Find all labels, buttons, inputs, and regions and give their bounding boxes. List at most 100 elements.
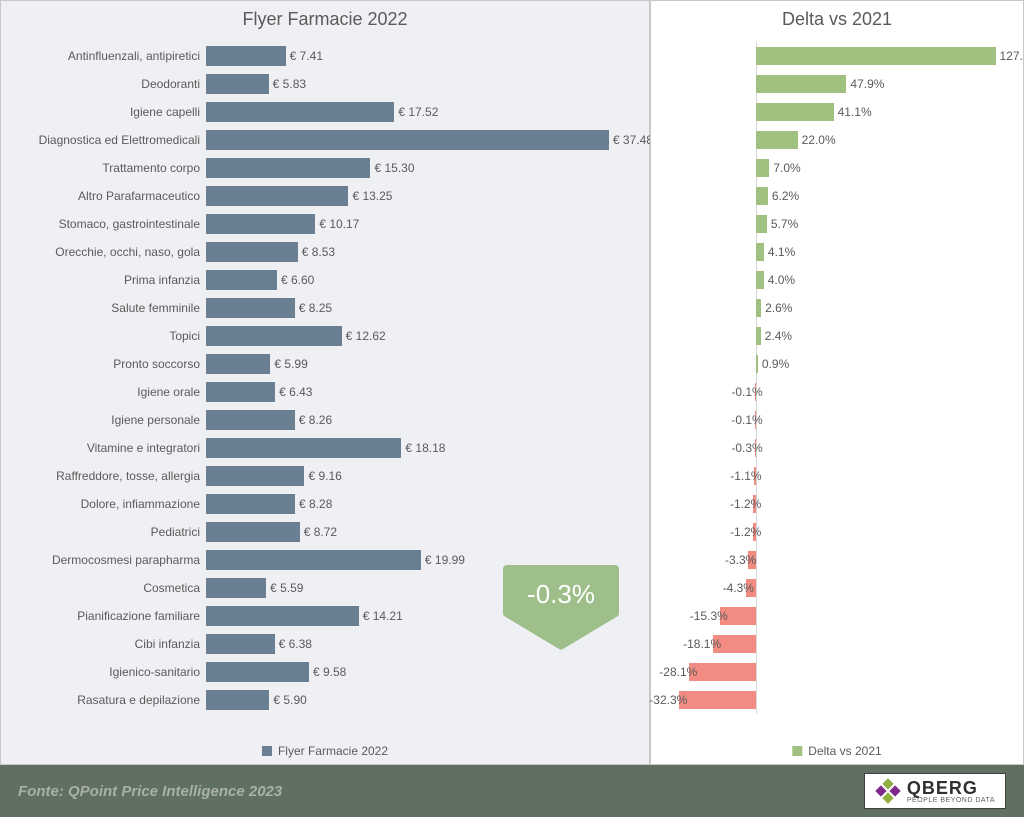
category-label: Igiene capelli: [11, 105, 206, 119]
left-legend-swatch: [262, 746, 272, 756]
category-label: Deodoranti: [11, 77, 206, 91]
bar-area: € 6.43: [206, 378, 639, 406]
delta-label: -3.3%: [725, 553, 756, 567]
left-chart-title: Flyer Farmacie 2022: [11, 9, 639, 30]
table-row: -0.3%: [661, 434, 1013, 462]
delta-bar-area: 41.1%: [661, 98, 1013, 126]
delta-bar: [756, 327, 761, 345]
table-row: Igienico-sanitario€ 9.58: [11, 658, 639, 686]
value-bar: [206, 634, 275, 654]
bar-area: € 5.90: [206, 686, 639, 714]
table-row: Salute femminile€ 8.25: [11, 294, 639, 322]
delta-label: 47.9%: [850, 77, 884, 91]
table-row: -0.1%: [661, 378, 1013, 406]
right-legend-swatch: [792, 746, 802, 756]
delta-bar-area: -0.1%: [661, 406, 1013, 434]
table-row: Deodoranti€ 5.83: [11, 70, 639, 98]
delta-bar-area: 127.1%: [661, 42, 1013, 70]
delta-bar: [756, 299, 761, 317]
delta-bar-area: -1.2%: [661, 490, 1013, 518]
table-row: 0.9%: [661, 350, 1013, 378]
value-label: € 5.90: [273, 693, 306, 707]
value-bar: [206, 270, 277, 290]
value-label: € 19.99: [425, 553, 465, 567]
delta-label: -0.3%: [731, 441, 762, 455]
value-label: € 8.28: [299, 497, 332, 511]
panel-flyer-farmacie: Flyer Farmacie 2022 Antinfluenzali, anti…: [0, 0, 650, 765]
delta-bar: [756, 187, 768, 205]
table-row: -28.1%: [661, 658, 1013, 686]
bar-area: € 5.99: [206, 350, 639, 378]
table-row: Pronto soccorso€ 5.99: [11, 350, 639, 378]
value-bar: [206, 438, 401, 458]
bar-area: € 8.72: [206, 518, 639, 546]
left-legend-label: Flyer Farmacie 2022: [278, 744, 388, 758]
table-row: -1.2%: [661, 518, 1013, 546]
value-label: € 5.59: [270, 581, 303, 595]
value-bar: [206, 74, 269, 94]
bar-area: € 10.17: [206, 210, 639, 238]
delta-bar: [756, 355, 758, 373]
value-bar: [206, 46, 286, 66]
delta-bar: [756, 103, 833, 121]
value-bar: [206, 410, 295, 430]
table-row: Dermocosmesi parapharma € 19.99: [11, 546, 639, 574]
delta-bar-area: -4.3%: [661, 574, 1013, 602]
delta-label: 7.0%: [773, 161, 800, 175]
table-row: 2.6%: [661, 294, 1013, 322]
logo-main: QBERG: [907, 779, 995, 797]
table-row: Rasatura e depilazione € 5.90: [11, 686, 639, 714]
bar-area: € 8.28: [206, 490, 639, 518]
bar-area: € 8.25: [206, 294, 639, 322]
bar-area: € 5.59: [206, 574, 639, 602]
table-row: Igiene personale € 8.26: [11, 406, 639, 434]
value-bar: [206, 130, 609, 150]
bar-area: € 15.30: [206, 154, 639, 182]
table-row: Stomaco, gastrointestinale € 10.17: [11, 210, 639, 238]
value-bar: [206, 214, 315, 234]
value-bar: [206, 158, 370, 178]
bar-area: € 8.53: [206, 238, 639, 266]
table-row: Diagnostica ed Elettromedicali€ 37.48: [11, 126, 639, 154]
category-label: Antinfluenzali, antipiretici: [11, 49, 206, 63]
bar-area: € 37.48: [206, 126, 639, 154]
category-label: Dermocosmesi parapharma: [11, 553, 206, 567]
value-bar: [206, 242, 298, 262]
delta-label: -15.3%: [690, 609, 728, 623]
delta-bar-area: -15.3%: [661, 602, 1013, 630]
right-legend-label: Delta vs 2021: [808, 744, 881, 758]
table-row: Vitamine e integratori€ 18.18: [11, 434, 639, 462]
table-row: Cosmetica€ 5.59: [11, 574, 639, 602]
table-row: Orecchie, occhi, naso, gola€ 8.53: [11, 238, 639, 266]
delta-bar-area: -3.3%: [661, 546, 1013, 574]
value-label: € 14.21: [363, 609, 403, 623]
table-row: Dolore, infiammazione€ 8.28: [11, 490, 639, 518]
delta-label: 2.6%: [765, 301, 792, 315]
qberg-logo: QBERG PEOPLE BEYOND DATA: [864, 773, 1006, 809]
right-chart-rows: 127.1%47.9%41.1%22.0%7.0%6.2%5.7%4.1%4.0…: [661, 42, 1013, 714]
qberg-logo-text: QBERG PEOPLE BEYOND DATA: [907, 779, 995, 804]
delta-label: 4.1%: [768, 245, 795, 259]
table-row: Igiene orale€ 6.43: [11, 378, 639, 406]
category-label: Stomaco, gastrointestinale: [11, 217, 206, 231]
bar-area: € 18.18: [206, 434, 639, 462]
delta-bar: [756, 271, 764, 289]
table-row: Altro Parafarmaceutico€ 13.25: [11, 182, 639, 210]
delta-bar-area: 7.0%: [661, 154, 1013, 182]
delta-label: -18.1%: [683, 637, 721, 651]
value-bar: [206, 578, 266, 598]
value-label: € 18.18: [405, 441, 445, 455]
category-label: Prima infanzia: [11, 273, 206, 287]
value-label: € 8.25: [299, 301, 332, 315]
category-label: Igienico-sanitario: [11, 665, 206, 679]
delta-label: 5.7%: [771, 217, 798, 231]
category-label: Rasatura e depilazione: [11, 693, 206, 707]
delta-bar-area: -0.1%: [661, 378, 1013, 406]
table-row: 4.0%: [661, 266, 1013, 294]
category-label: Igiene personale: [11, 413, 206, 427]
table-row: -0.1%: [661, 406, 1013, 434]
value-bar: [206, 690, 269, 710]
value-label: € 10.17: [319, 217, 359, 231]
category-label: Raffreddore, tosse, allergia: [11, 469, 206, 483]
value-label: € 8.26: [299, 413, 332, 427]
